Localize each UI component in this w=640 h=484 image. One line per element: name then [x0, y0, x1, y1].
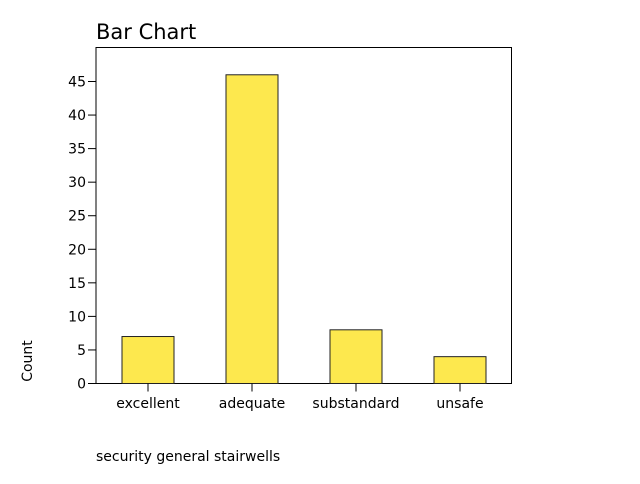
- y-tick-label: 35: [68, 142, 86, 158]
- bar-substandard: [329, 329, 383, 384]
- bar-adequate: [225, 74, 279, 385]
- x-tick-label: unsafe: [436, 396, 483, 412]
- bar-excellent: [121, 336, 175, 384]
- y-tick-label: 10: [68, 309, 86, 325]
- x-tick-label: substandard: [312, 396, 399, 412]
- x-tick-label: excellent: [116, 396, 180, 412]
- y-tick-label: 0: [77, 377, 86, 393]
- x-axis: excellent adequate substandard unsafe: [116, 383, 484, 412]
- y-tick-label: 45: [68, 75, 86, 91]
- bar-unsafe: [433, 356, 487, 384]
- y-tick-label: 5: [77, 343, 86, 359]
- bars: [121, 74, 487, 385]
- x-axis-label: security general stairwells: [96, 449, 280, 465]
- y-axis-label: Count: [20, 340, 36, 382]
- y-tick-label: 30: [68, 175, 86, 191]
- plot-frame: [95, 47, 512, 384]
- y-tick-label: 20: [68, 242, 86, 258]
- y-tick-label: 15: [68, 276, 86, 292]
- y-axis: 0 5 10 15 20 25 30 35 40 45: [68, 75, 96, 393]
- y-tick-label: 25: [68, 209, 86, 225]
- chart-title: Bar Chart: [96, 20, 196, 44]
- x-tick-label: adequate: [219, 396, 286, 412]
- y-tick-label: 40: [68, 108, 86, 124]
